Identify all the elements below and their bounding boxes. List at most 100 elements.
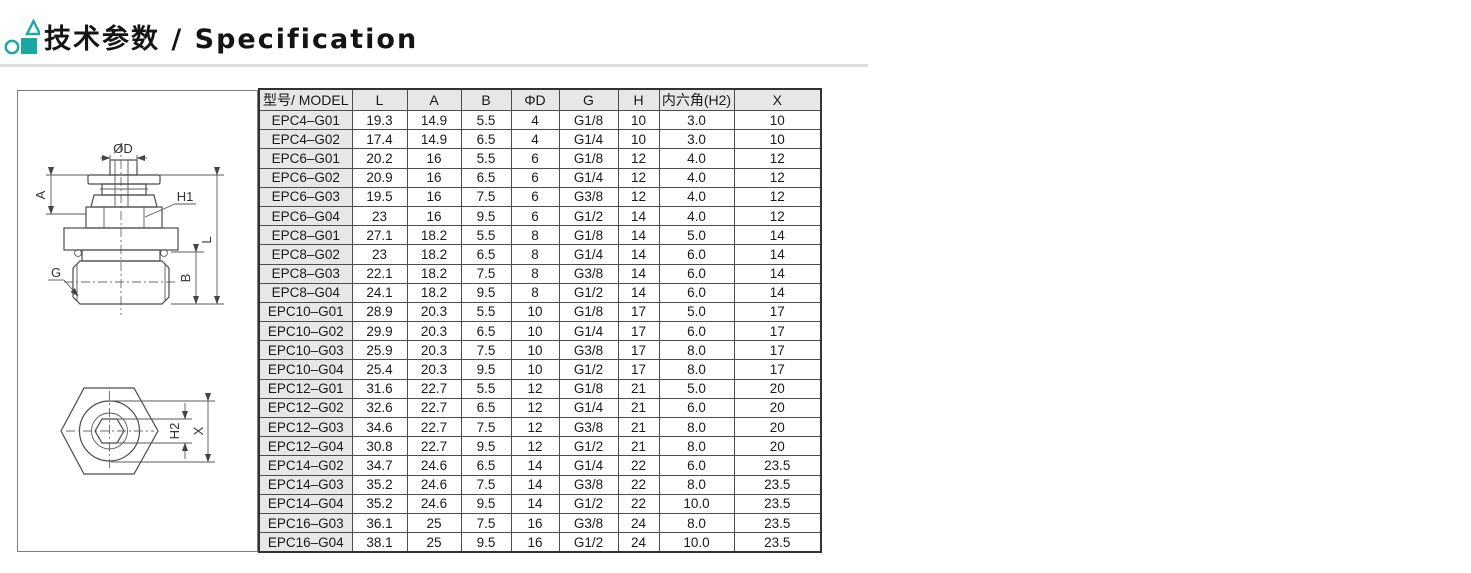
- model-cell: EPC12–G01: [258, 378, 353, 399]
- value-cell: G3/8: [558, 512, 619, 534]
- value-cell: G3/8: [558, 263, 619, 284]
- value-cell: 6.5: [460, 244, 512, 265]
- value-cell: 5.5: [460, 148, 512, 169]
- value-cell: 35.2: [351, 474, 408, 495]
- value-cell: G1/2: [558, 532, 619, 553]
- value-cell: 14: [617, 263, 660, 284]
- table-row: EPC12–G03 34.6 22.7 7.5 12 G3/8 21 8.0 20: [258, 416, 822, 438]
- value-cell: 16: [406, 167, 462, 188]
- column-header-5: G: [558, 88, 619, 111]
- page-title: 技术参数 / Specification: [44, 24, 419, 55]
- table-row: EPC12–G04 30.8 22.7 9.5 12 G1/2 21 8.0 20: [258, 436, 822, 457]
- value-cell: 6.0: [658, 397, 735, 419]
- value-cell: 25: [406, 532, 462, 553]
- value-cell: 14: [617, 282, 660, 303]
- column-header-2: A: [406, 88, 462, 111]
- hex-view: H2 X: [60, 387, 215, 475]
- value-cell: 10: [510, 359, 560, 380]
- table-row: EPC8–G01 27.1 18.2 5.5 8 G1/8 14 5.0 14: [258, 225, 822, 246]
- value-cell: 22.7: [406, 397, 462, 419]
- value-cell: G1/4: [558, 167, 619, 188]
- table-row: EPC16–G03 36.1 25 7.5 16 G3/8 24 8.0 23.5: [258, 512, 822, 534]
- value-cell: 6.5: [460, 455, 512, 476]
- model-cell: EPC14–G03: [258, 474, 353, 495]
- dim-label-a: A: [33, 190, 48, 199]
- model-cell: EPC6–G02: [258, 167, 353, 188]
- value-cell: 6.0: [658, 263, 735, 284]
- value-cell: 19.3: [351, 109, 408, 131]
- model-cell: EPC8–G01: [258, 225, 353, 246]
- value-cell: 10.0: [658, 493, 735, 514]
- value-cell: 6.0: [658, 244, 735, 265]
- value-cell: 34.7: [351, 455, 408, 476]
- value-cell: 10: [617, 129, 660, 150]
- value-cell: 9.5: [460, 359, 512, 380]
- value-cell: 16: [406, 205, 462, 227]
- table-row: EPC4–G01 19.3 14.9 5.5 4 G1/8 10 3.0 10: [258, 109, 822, 131]
- value-cell: 24: [617, 512, 660, 534]
- value-cell: 25.4: [351, 359, 408, 380]
- value-cell: 17: [617, 340, 660, 361]
- value-cell: G3/8: [558, 474, 619, 495]
- value-cell: 23.5: [733, 455, 822, 476]
- value-cell: 20.3: [406, 301, 462, 323]
- value-cell: 7.5: [460, 263, 512, 284]
- value-cell: 20: [733, 436, 822, 457]
- value-cell: 5.5: [460, 225, 512, 246]
- model-cell: EPC8–G02: [258, 244, 353, 265]
- value-cell: 18.2: [406, 282, 462, 303]
- spec-table-wrap: 型号/ MODEL L A B ΦD G H 内六角(H2) X EPC4–G01 19.3 14.…: [258, 88, 822, 554]
- table-row: EPC14–G04 35.2 24.6 9.5 14 G1/2 22 10.0 23.5: [258, 493, 822, 514]
- technical-drawing-panel: ØD A H1 G B L: [17, 90, 258, 552]
- value-cell: G1/2: [558, 359, 619, 380]
- value-cell: 7.5: [460, 512, 512, 534]
- value-cell: 7.5: [460, 186, 512, 207]
- model-cell: EPC16–G04: [258, 532, 353, 553]
- model-cell: EPC10–G03: [258, 340, 353, 361]
- table-row: EPC6–G01 20.2 16 5.5 6 G1/8 12 4.0 12: [258, 148, 822, 169]
- value-cell: 10: [510, 340, 560, 361]
- value-cell: 10: [733, 109, 822, 131]
- value-cell: G1/4: [558, 321, 619, 342]
- value-cell: 10.0: [658, 532, 735, 553]
- table-row: EPC14–G03 35.2 24.6 7.5 14 G3/8 22 8.0 23.5: [258, 474, 822, 495]
- value-cell: 9.5: [460, 532, 512, 553]
- value-cell: 22: [617, 493, 660, 514]
- table-row: EPC12–G01 31.6 22.7 5.5 12 G1/8 21 5.0 20: [258, 378, 822, 399]
- value-cell: 17: [733, 301, 822, 323]
- model-cell: EPC10–G01: [258, 301, 353, 323]
- value-cell: 6.5: [460, 321, 512, 342]
- value-cell: 14: [510, 474, 560, 495]
- value-cell: 35.2: [351, 493, 408, 514]
- model-cell: EPC10–G02: [258, 321, 353, 342]
- value-cell: 28.9: [351, 301, 408, 323]
- value-cell: 22.7: [406, 436, 462, 457]
- value-cell: 5.0: [658, 378, 735, 399]
- value-cell: 14: [733, 225, 822, 246]
- value-cell: G1/8: [558, 109, 619, 131]
- value-cell: 24: [617, 532, 660, 553]
- value-cell: 17: [733, 321, 822, 342]
- value-cell: 12: [733, 186, 822, 207]
- table-row: EPC4–G02 17.4 14.9 6.5 4 G1/4 10 3.0 10: [258, 129, 822, 150]
- value-cell: 12: [617, 186, 660, 207]
- value-cell: 14.9: [406, 129, 462, 150]
- value-cell: G3/8: [558, 340, 619, 361]
- table-row: EPC10–G01 28.9 20.3 5.5 10 G1/8 17 5.0 17: [258, 301, 822, 323]
- dim-label-b: B: [178, 274, 193, 283]
- value-cell: 14: [510, 455, 560, 476]
- value-cell: 16: [510, 532, 560, 553]
- value-cell: G1/2: [558, 282, 619, 303]
- table-row: EPC16–G04 38.1 25 9.5 16 G1/2 24 10.0 23.5: [258, 532, 822, 553]
- value-cell: 18.2: [406, 225, 462, 246]
- dim-label-l: L: [199, 236, 214, 243]
- value-cell: 17: [617, 301, 660, 323]
- dim-label-diameter: ØD: [113, 141, 133, 156]
- value-cell: 9.5: [460, 436, 512, 457]
- value-cell: 20: [733, 378, 822, 399]
- value-cell: 7.5: [460, 340, 512, 361]
- value-cell: G3/8: [558, 416, 619, 438]
- model-cell: EPC12–G02: [258, 397, 353, 419]
- value-cell: 6: [510, 205, 560, 227]
- value-cell: G1/4: [558, 455, 619, 476]
